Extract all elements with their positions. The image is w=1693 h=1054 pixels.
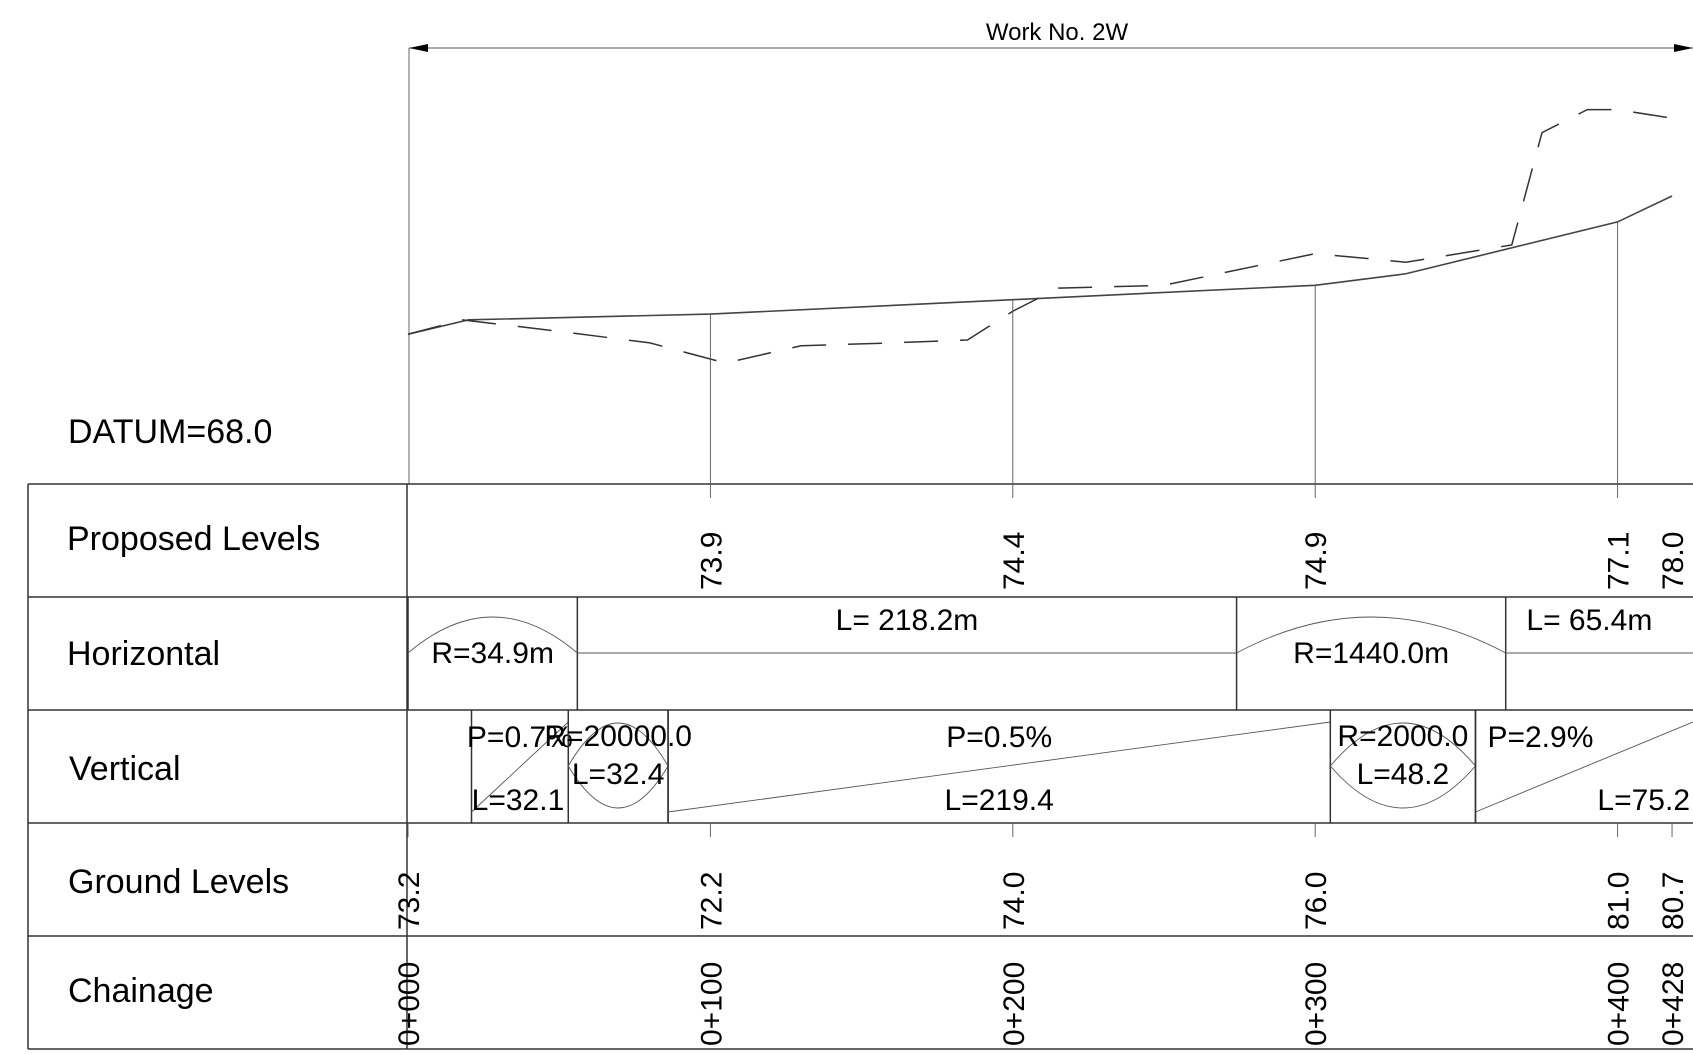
vertical-length-label: L=32.1	[472, 784, 565, 817]
proposed-level-value: 73.9	[695, 532, 728, 590]
row-label-proposed: Proposed Levels	[67, 520, 320, 558]
ground-level-values: 73.2 72.2 74.0 76.0 81.0 80.7	[393, 823, 1690, 930]
chainage-value: 0+428	[1657, 962, 1690, 1046]
vertical-grade-label: P=2.9%	[1487, 721, 1593, 754]
chainage-value: 0+200	[998, 962, 1031, 1046]
horizontal-straight-label: L= 218.2m	[836, 604, 979, 637]
proposed-level-values: 73.9 74.4 74.9 77.1 78.0	[695, 532, 1690, 590]
chainage-value: 0+100	[695, 962, 728, 1046]
profile-plot	[408, 110, 1672, 498]
chainage-values: 0+000 0+100 0+200 0+300 0+400 0+428	[393, 962, 1690, 1046]
row-label-chainage: Chainage	[68, 972, 214, 1010]
datum-label: DATUM=68.0	[68, 413, 272, 451]
horizontal-straight-label: L= 65.4m	[1526, 604, 1652, 637]
row-label-ground: Ground Levels	[68, 863, 289, 901]
ground-level-value: 76.0	[1300, 872, 1333, 930]
vertical-length-label: L=75.2	[1597, 784, 1690, 817]
proposed-level-value: 77.1	[1603, 532, 1636, 590]
proposed-level-value: 74.9	[1300, 532, 1333, 590]
proposed-level-value: 74.4	[998, 532, 1031, 590]
ground-level-value: 80.7	[1657, 872, 1690, 930]
ground-level-value: 73.2	[393, 872, 426, 930]
vertical-curve-radius: R=2000.0	[1337, 720, 1468, 753]
chainage-value: 0+400	[1603, 962, 1636, 1046]
horizontal-curve-label: R=1440.0m	[1293, 637, 1449, 670]
chainage-value: 0+300	[1300, 962, 1333, 1046]
vertical-grade-label: P=0.5%	[946, 721, 1052, 754]
vertical-curve-radius: R=20000.0	[544, 720, 692, 753]
proposed-level-line	[408, 196, 1672, 334]
horizontal-curve-label: R=34.9m	[431, 637, 554, 670]
vertical-curve-length: L=48.2	[1357, 758, 1450, 791]
vertical-curve-length: L=32.4	[572, 758, 665, 791]
arrow-left-icon	[409, 44, 428, 52]
vertical-alignment-row: P=0.7%L=32.1R=20000.0L=32.4P=0.5%L=219.4…	[467, 710, 1693, 823]
vertical-length-label: L=219.4	[945, 784, 1054, 817]
proposed-level-value: 78.0	[1657, 532, 1690, 590]
ground-level-value: 72.2	[695, 872, 728, 930]
row-label-vertical: Vertical	[69, 750, 181, 788]
arrow-right-icon	[1674, 44, 1693, 52]
row-label-horizontal: Horizontal	[67, 635, 220, 673]
title-dimension: Work No. 2W	[409, 19, 1693, 484]
drawing-title: Work No. 2W	[986, 19, 1129, 46]
ground-level-line	[408, 110, 1672, 363]
ground-level-value: 74.0	[998, 872, 1031, 930]
horizontal-alignment-row: R=34.9m L= 218.2m R=1440.0m L= 65.4m	[408, 597, 1693, 710]
chainage-value: 0+000	[393, 962, 426, 1046]
station-lines	[710, 222, 1617, 498]
ground-level-value: 81.0	[1603, 872, 1636, 930]
